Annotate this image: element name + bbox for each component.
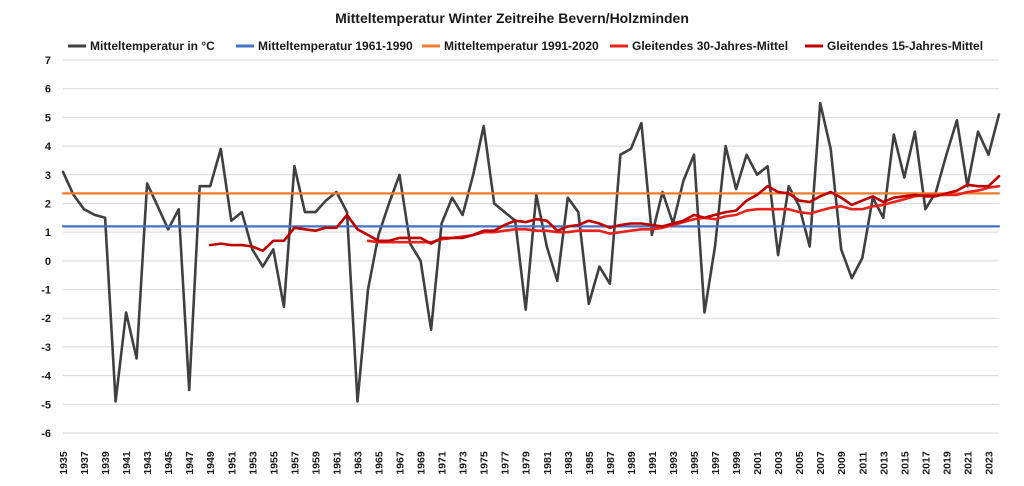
x-tick-label: 2007 [815,451,827,475]
x-tick-label: 1977 [500,451,512,475]
x-tick-label: 1963 [352,451,364,475]
gridlines [63,59,999,434]
x-tick-label: 1935 [58,451,70,475]
legend-entry: Mitteltemperatur in °C [90,39,215,53]
x-tick-label: 1955 [268,451,280,475]
x-tick-label: 2023 [983,451,995,475]
series-layer [61,101,1001,403]
x-tick-label: 1979 [521,451,533,475]
series-line-5 [208,174,1001,253]
x-tick-label: 1993 [668,451,680,475]
series-line-1 [61,101,1001,403]
y-tick-label: -2 [41,313,51,325]
x-tick-label: 1953 [247,451,259,475]
y-tick-label: -1 [41,285,51,297]
x-tick-label: 2009 [836,451,848,475]
x-tick-label: 1949 [205,451,217,475]
y-tick-label: -4 [41,371,52,383]
x-tick-label: 2005 [794,451,806,475]
x-tick-label: 2019 [941,451,953,475]
x-tick-label: 1959 [310,451,322,475]
x-tick-label: 1965 [374,451,386,475]
y-tick-label: 7 [45,55,51,67]
y-tick-label: 3 [45,170,51,182]
x-tick-label: 2015 [899,451,911,475]
x-tick-label: 1967 [395,451,407,475]
x-tick-label: 2001 [752,451,764,475]
y-tick-label: -5 [41,399,51,411]
x-tick-label: 1951 [226,451,238,475]
y-axis: -6 -5 -4 -3 -2 -1 0 1 2 3 4 5 6 7 [41,55,52,440]
y-tick-label: 0 [45,256,51,268]
x-tick-label: 1941 [121,451,133,475]
x-tick-label: 1943 [142,451,154,475]
legend-entry: Gleitendes 30-Jahres-Mittel [632,39,788,53]
x-tick-label: 1999 [731,451,743,475]
x-tick-label: 1945 [163,451,175,475]
x-tick-label: 2021 [962,451,974,475]
x-tick-label: 2013 [878,451,890,475]
y-tick-label: 2 [45,198,51,210]
y-tick-label: 5 [45,112,51,124]
x-tick-label: 1981 [542,451,554,475]
x-tick-label: 1983 [563,451,575,475]
legend-entry: Mitteltemperatur 1961-1990 [258,39,413,53]
x-tick-label: 1991 [647,451,659,475]
x-tick-label: 1985 [584,451,596,475]
y-tick-label: 1 [45,227,51,239]
legend: Mitteltemperatur in °C Mitteltemperatur 1… [68,39,983,53]
y-tick-label: -6 [41,428,51,440]
x-tick-label: 1971 [437,451,449,475]
x-tick-label: 2011 [857,451,869,474]
legend-entry: Mitteltemperatur 1991-2020 [444,39,599,53]
x-tick-label: 1973 [458,451,470,475]
legend-entry: Gleitendes 15-Jahres-Mittel [827,39,983,53]
x-tick-label: 2017 [920,451,932,475]
x-tick-label: 1937 [79,451,91,475]
x-tick-label: 1939 [100,451,112,475]
y-tick-label: 6 [45,84,51,96]
x-axis: 1935 1937 1939 1941 1943 1945 1947 1949 1951 1953… [58,451,995,475]
x-tick-label: 1997 [710,451,722,475]
y-tick-label: 4 [45,141,52,153]
x-tick-label: 1957 [289,451,301,475]
chart-title: Mitteltemperatur Winter Zeitreihe Bevern… [335,10,689,26]
x-tick-label: 1969 [416,451,428,475]
x-tick-label: 2003 [773,451,785,475]
x-tick-label: 1989 [626,451,638,475]
x-tick-label: 1961 [331,451,343,475]
y-tick-label: -3 [41,342,51,354]
x-tick-label: 1947 [184,451,196,475]
x-tick-label: 1995 [689,451,701,475]
x-tick-label: 1975 [479,451,491,475]
x-tick-label: 1987 [605,451,617,475]
